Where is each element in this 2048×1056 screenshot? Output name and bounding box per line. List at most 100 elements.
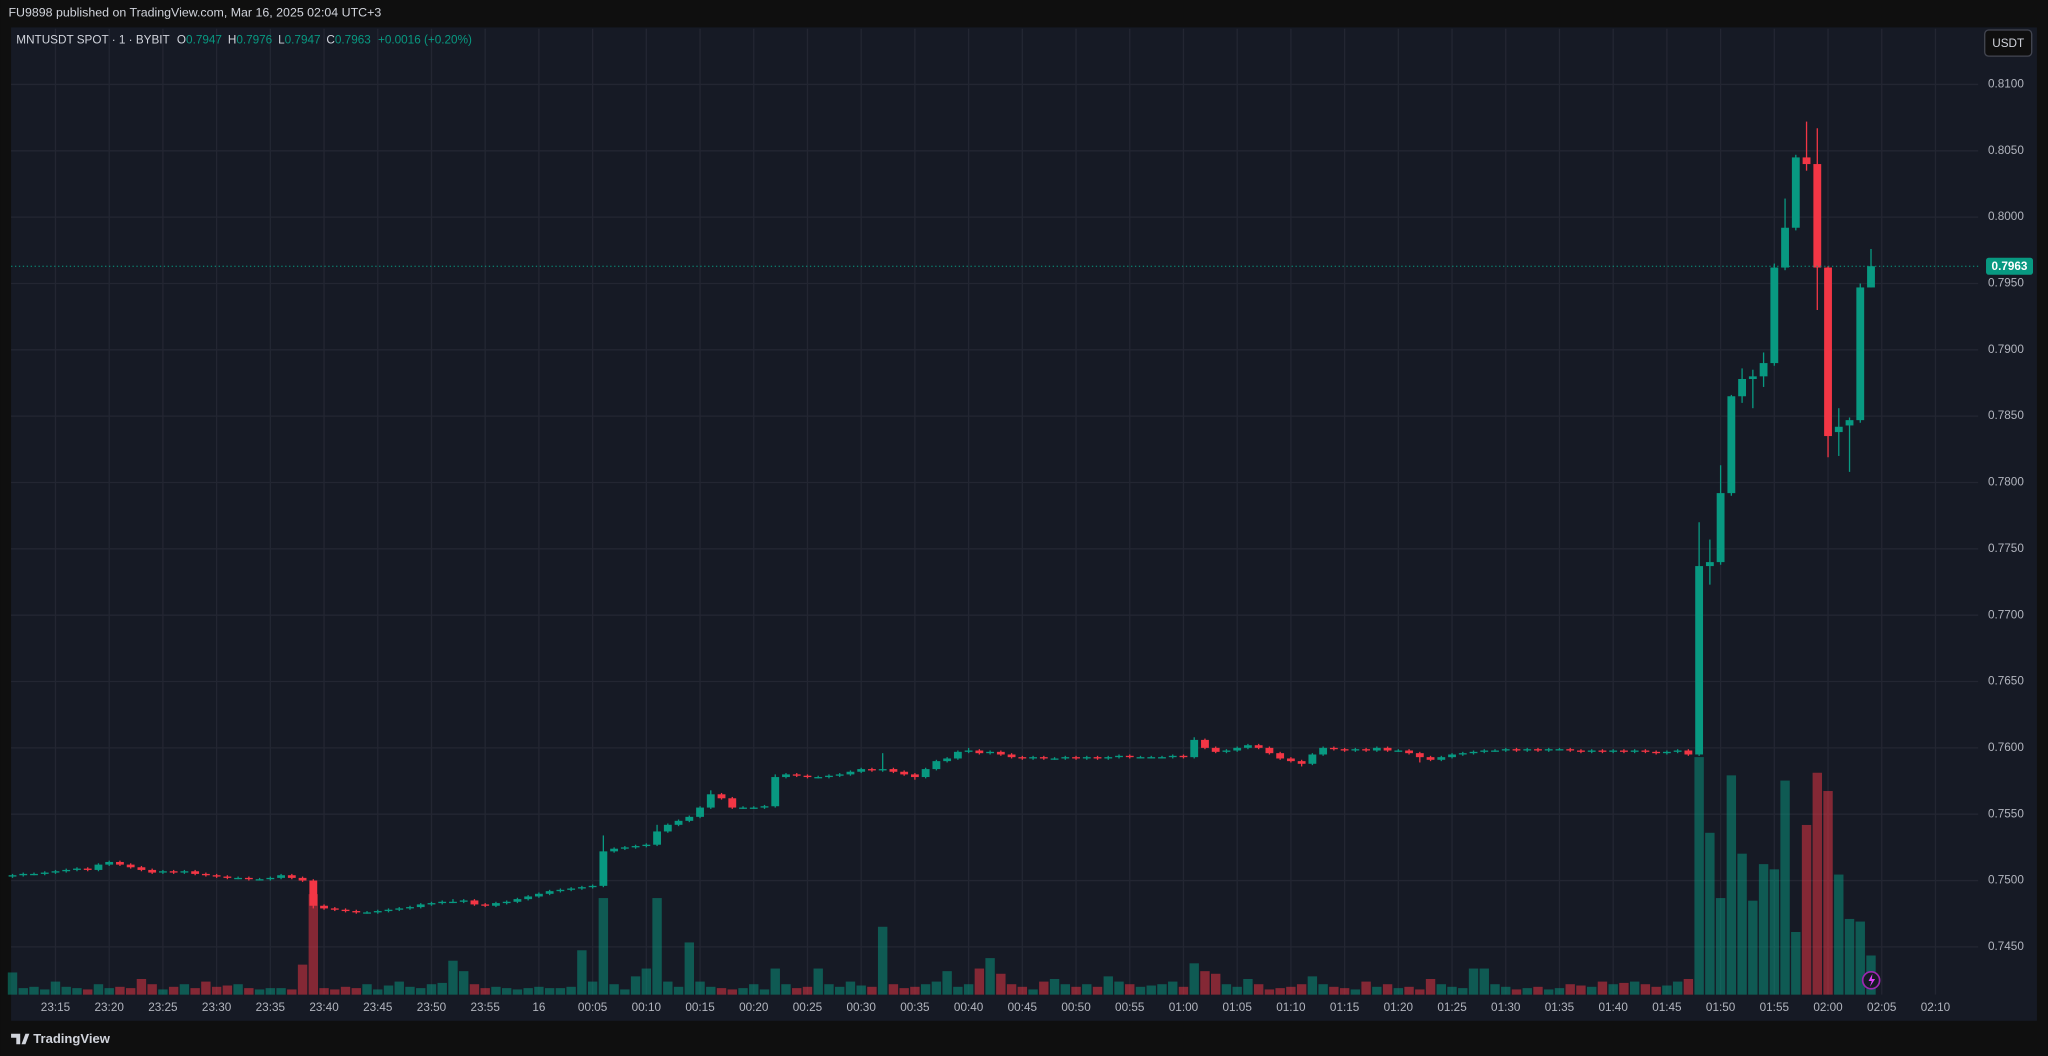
volume-bar bbox=[1694, 757, 1704, 995]
candle-body bbox=[975, 750, 984, 754]
volume-bar bbox=[1017, 986, 1028, 995]
x-tick-label: 00:15 bbox=[685, 1001, 715, 1014]
legend-header: MNTUSDT SPOT · 1 · BYBIT O0.7947 H0.7976… bbox=[16, 34, 472, 47]
volume-bar bbox=[1092, 986, 1103, 995]
candle-body bbox=[1093, 757, 1102, 759]
x-tick-label: 01:00 bbox=[1169, 1001, 1199, 1014]
volume-bar bbox=[405, 986, 415, 995]
ohlc-label: H bbox=[228, 34, 236, 47]
volume-bar bbox=[29, 986, 39, 995]
x-tick-label: 01:25 bbox=[1437, 1001, 1467, 1014]
volume-bar bbox=[254, 989, 265, 995]
candle-body bbox=[1781, 227, 1789, 268]
candle-body bbox=[1125, 755, 1134, 758]
volume-bar bbox=[1823, 791, 1833, 995]
volume-bar bbox=[630, 976, 641, 995]
x-tick-label: 02:10 bbox=[1921, 1001, 1951, 1014]
candle-body bbox=[1233, 747, 1242, 751]
volume-bar bbox=[802, 986, 813, 995]
volume-bar bbox=[416, 988, 426, 995]
candle-body bbox=[835, 774, 844, 776]
ohlc-label: C bbox=[326, 34, 335, 47]
candle-body bbox=[803, 775, 812, 778]
volume-bar bbox=[974, 968, 985, 995]
candle-body bbox=[330, 908, 339, 910]
candle-body bbox=[706, 794, 715, 808]
candle-body bbox=[1158, 757, 1166, 759]
candle-body bbox=[1620, 750, 1628, 752]
volume-bar bbox=[340, 986, 351, 995]
low-value: 0.7947 bbox=[285, 34, 321, 47]
candle-body bbox=[986, 751, 995, 754]
volume-bar bbox=[1511, 989, 1522, 995]
candle-body bbox=[868, 769, 876, 771]
y-tick-label: 0.7550 bbox=[1988, 807, 2024, 820]
volume-bar bbox=[1544, 989, 1554, 995]
volume-bar bbox=[544, 988, 555, 995]
volume-bar bbox=[233, 984, 243, 995]
candle-body bbox=[1480, 750, 1489, 752]
currency-label[interactable]: USDT bbox=[1992, 37, 2024, 50]
volume-bar bbox=[1382, 984, 1393, 995]
volume-bar bbox=[759, 989, 770, 995]
candle-body bbox=[1748, 376, 1757, 380]
x-tick-label: 00:35 bbox=[900, 1001, 930, 1014]
candle-body bbox=[1104, 757, 1113, 759]
volume-bar bbox=[276, 988, 286, 995]
volume-bar bbox=[18, 988, 28, 995]
volume-bar bbox=[1210, 973, 1221, 995]
candle-body bbox=[1362, 749, 1371, 751]
x-tick-label: 16 bbox=[532, 1001, 546, 1014]
volume-bar bbox=[1329, 986, 1339, 995]
volume-bar bbox=[1253, 984, 1264, 995]
volume-bar bbox=[1286, 986, 1296, 995]
candle-body bbox=[792, 774, 801, 776]
candle-body bbox=[449, 901, 457, 904]
candle-body bbox=[341, 909, 350, 912]
volume-bar bbox=[1586, 986, 1597, 995]
volume-bar bbox=[1844, 918, 1855, 995]
candle-body bbox=[352, 911, 361, 913]
candle-body bbox=[1577, 750, 1585, 752]
candle-body bbox=[524, 896, 533, 900]
candle-body bbox=[1405, 750, 1413, 754]
volume-bar bbox=[104, 988, 114, 995]
candle-body bbox=[180, 871, 189, 873]
candle-body bbox=[1039, 757, 1048, 759]
candle-body bbox=[298, 877, 307, 881]
volume-bar bbox=[1006, 984, 1017, 995]
candle-body bbox=[234, 877, 243, 880]
volume-bar bbox=[1705, 832, 1715, 995]
candle-body bbox=[126, 864, 135, 868]
y-tick-label: 0.7650 bbox=[1988, 675, 2024, 688]
volume-bar bbox=[491, 986, 501, 995]
volume-bar bbox=[287, 989, 297, 995]
x-tick-label: 00:45 bbox=[1008, 1001, 1038, 1014]
candle-body bbox=[244, 877, 253, 880]
candle-body bbox=[728, 798, 737, 808]
candle-body bbox=[1534, 749, 1542, 751]
high-value: 0.7976 bbox=[236, 34, 272, 47]
candle-body bbox=[1802, 157, 1811, 165]
volume-bar bbox=[523, 988, 533, 995]
currency-button[interactable] bbox=[1984, 29, 2033, 57]
candle-body bbox=[191, 871, 200, 874]
x-tick-label: 01:55 bbox=[1760, 1001, 1790, 1014]
candle-body bbox=[1770, 267, 1779, 364]
volume-bar bbox=[1243, 978, 1253, 995]
volume-bar bbox=[920, 984, 931, 995]
candle-body bbox=[137, 867, 146, 870]
candle-body bbox=[663, 824, 672, 832]
volume-bar bbox=[1168, 981, 1178, 995]
candle-body bbox=[964, 750, 973, 752]
candle-layer bbox=[8, 121, 1979, 914]
candle-body bbox=[1061, 757, 1070, 759]
candle-body bbox=[1716, 493, 1725, 563]
candle-body bbox=[1211, 747, 1220, 752]
volume-bar bbox=[330, 989, 340, 995]
candle-body bbox=[996, 751, 1005, 755]
volume-bar bbox=[770, 968, 780, 995]
volume-bar bbox=[1125, 984, 1135, 995]
candle-body bbox=[1824, 267, 1832, 437]
candle-body bbox=[567, 888, 576, 890]
